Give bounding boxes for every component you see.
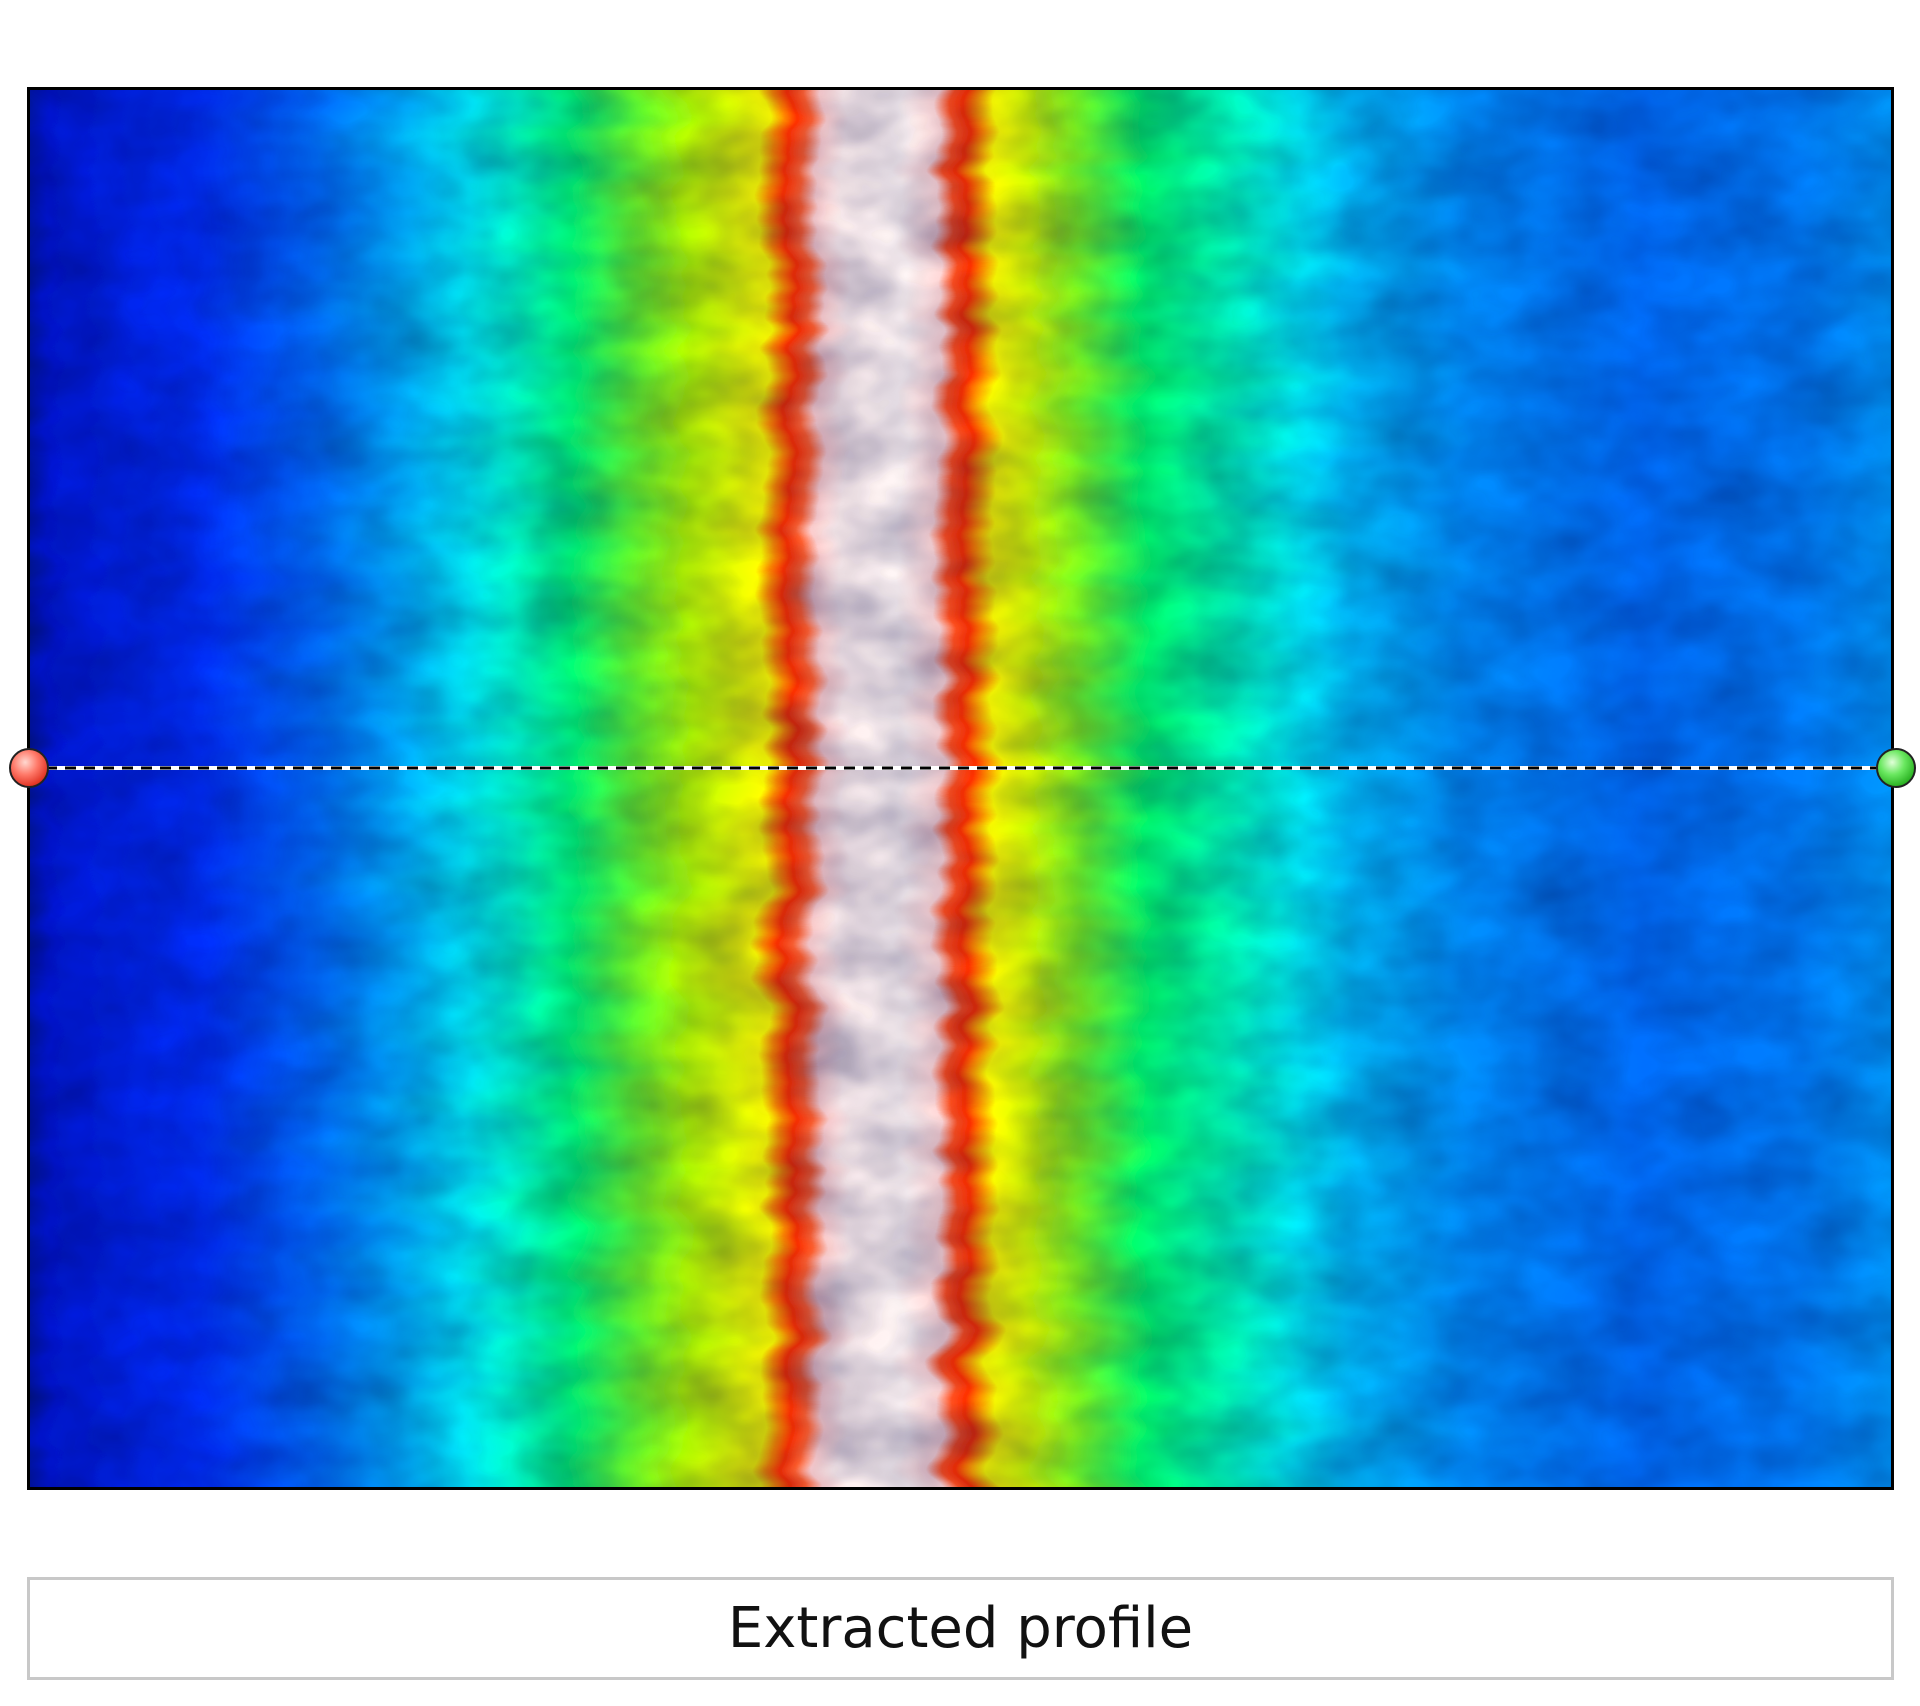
start-handle-icon[interactable] <box>7 746 51 790</box>
caption-box: Extracted profile <box>27 1577 1894 1680</box>
end-handle-icon[interactable] <box>1874 746 1918 790</box>
caption-label: Extracted profile <box>728 1596 1193 1661</box>
profile-line-graphic <box>27 746 1894 790</box>
